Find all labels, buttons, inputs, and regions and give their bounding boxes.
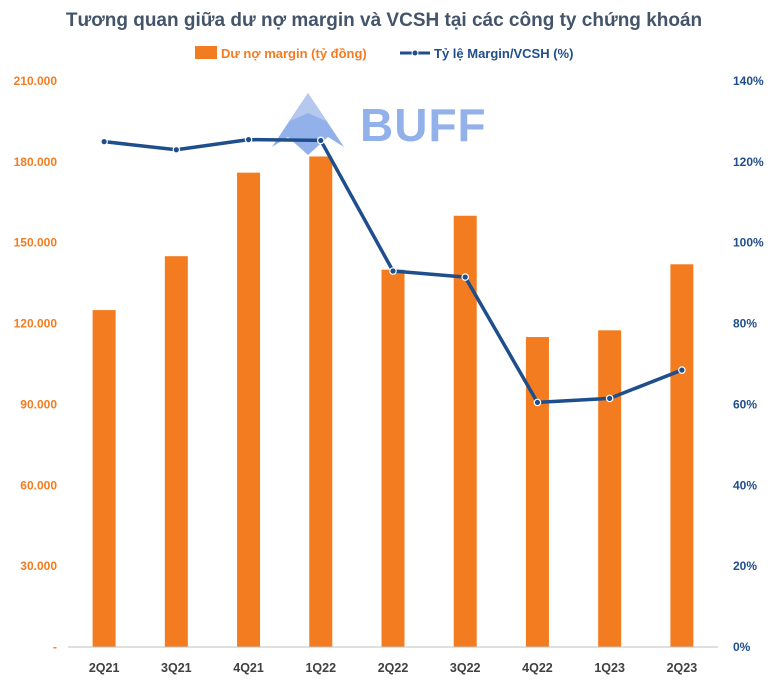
bar-2Q21 — [92, 310, 116, 647]
legend-item-bar: Dư nợ margin (tỷ đồng) — [195, 46, 367, 61]
bar-4Q22 — [525, 337, 549, 647]
line-point-2Q23 — [678, 366, 686, 374]
x-tick-label: 4Q22 — [522, 661, 553, 675]
x-tick-label: 2Q23 — [667, 661, 698, 675]
y-right-tick-label: 60% — [733, 397, 757, 411]
y-right-tick-label: 80% — [733, 317, 757, 331]
bar-3Q22 — [453, 215, 477, 647]
y-left-tick-label: 60.000 — [20, 478, 57, 492]
legend-item-line: Tỷ lệ Margin/VCSH (%) — [400, 46, 573, 61]
bar-2Q23 — [670, 264, 694, 647]
y-right-tick-label: 120% — [733, 155, 764, 169]
y-left-tick-label: 90.000 — [20, 397, 57, 411]
watermark-logo-highlight — [290, 93, 326, 121]
legend: Dư nợ margin (tỷ đồng) Tỷ lệ Margin/VCSH… — [195, 46, 573, 61]
y-left-tick-label: - — [53, 640, 57, 654]
bar-series — [92, 156, 694, 647]
y-right-tick-label: 40% — [733, 478, 757, 492]
line-point-4Q22 — [533, 398, 542, 407]
y-left-tick-label: 30.000 — [20, 559, 57, 573]
x-tick-label: 4Q21 — [233, 661, 264, 675]
y-right-tick-label: 100% — [733, 236, 764, 250]
y-left-tick-label: 180.000 — [14, 155, 58, 169]
y-left-tick-label: 210.000 — [14, 74, 58, 88]
chart-title: Tương quan giữa dư nợ margin và VCSH tại… — [66, 10, 702, 31]
legend-label-bar: Dư nợ margin (tỷ đồng) — [221, 46, 367, 61]
watermark-logo-icon — [272, 93, 344, 155]
line-series — [100, 135, 686, 407]
y-right-tick-label: 20% — [733, 559, 757, 573]
y-axis-right: 0% 20% 40% 60% 80% 100% 120% 140% — [733, 74, 764, 654]
bar-3Q21 — [164, 256, 188, 647]
line-point-1Q23 — [605, 394, 614, 403]
x-tick-label: 1Q23 — [594, 661, 625, 675]
x-tick-label: 3Q21 — [161, 661, 192, 675]
watermark: BUFF — [272, 93, 487, 155]
line-point-2Q21 — [100, 137, 108, 146]
bar-1Q22 — [309, 156, 333, 647]
line-point-2Q22 — [389, 267, 397, 275]
x-tick-label: 2Q21 — [89, 661, 120, 675]
x-axis: 2Q21 3Q21 4Q21 1Q22 2Q22 3Q22 4Q22 1Q23 2Q23 — [89, 661, 697, 675]
line-point-1Q22 — [316, 136, 325, 145]
line-point-3Q21 — [172, 145, 181, 154]
bar-1Q23 — [598, 330, 622, 647]
x-tick-label: 3Q22 — [450, 661, 481, 675]
legend-label-line: Tỷ lệ Margin/VCSH (%) — [434, 46, 573, 61]
watermark-text: BUFF — [360, 99, 487, 151]
y-right-tick-label: 140% — [733, 74, 764, 88]
legend-swatch-marker — [411, 49, 419, 57]
y-axis-left: - 30.000 60.000 90.000 120.000 150.000 180.000… — [14, 74, 58, 654]
legend-swatch-bar — [195, 46, 217, 59]
x-tick-label: 1Q22 — [305, 661, 336, 675]
line-point-3Q22 — [461, 273, 470, 281]
bar-2Q22 — [381, 269, 405, 647]
y-left-tick-label: 150.000 — [14, 236, 58, 250]
y-left-tick-label: 120.000 — [14, 317, 58, 331]
line-point-4Q21 — [244, 135, 253, 144]
x-tick-label: 2Q22 — [378, 661, 409, 675]
bar-4Q21 — [237, 172, 261, 647]
y-right-tick-label: 0% — [733, 640, 751, 654]
